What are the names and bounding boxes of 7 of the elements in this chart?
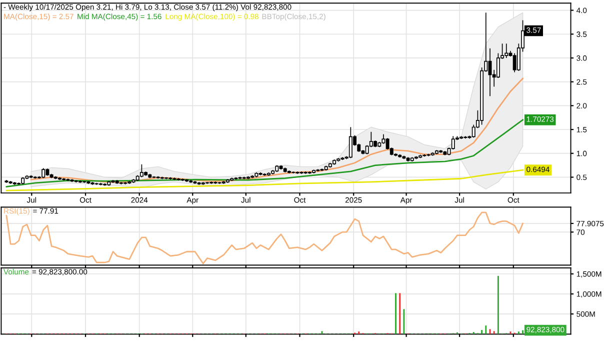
candlestick [472, 124, 476, 138]
line-series [30, 78, 524, 184]
candlestick [504, 43, 508, 58]
candlestick [42, 168, 46, 179]
candlestick [348, 126, 352, 159]
candlestick [496, 52, 500, 78]
candlestick [140, 164, 144, 178]
